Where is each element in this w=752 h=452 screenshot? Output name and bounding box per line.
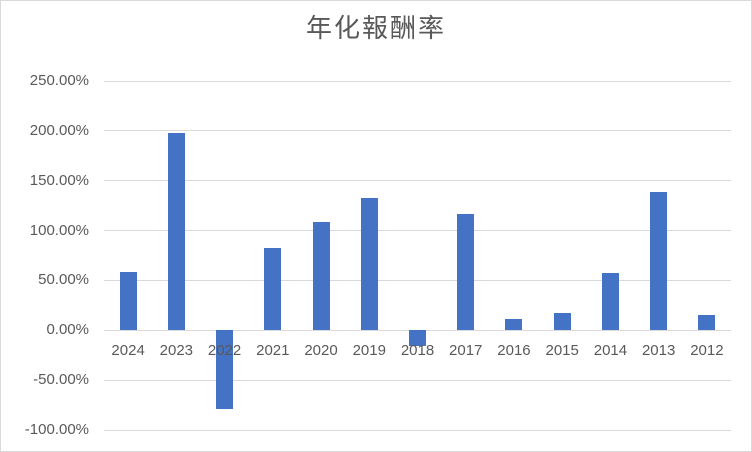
x-axis-label-2022: 2022 [207, 342, 242, 360]
x-axis-label-2021: 2021 [256, 342, 290, 360]
bar-2023 [167, 132, 185, 331]
bar-2013 [650, 191, 668, 331]
x-axis-label-2014: 2014 [593, 342, 628, 360]
bar-2024 [119, 272, 137, 331]
gridline--50 [104, 379, 731, 381]
y-axis-label-150: 150.00% [29, 171, 89, 189]
x-axis-label-2016: 2016 [497, 342, 531, 360]
y-axis-label-50: 50.00% [38, 271, 89, 289]
bar-2015 [553, 313, 571, 331]
gridline-150 [104, 180, 731, 182]
x-axis-label-2017: 2017 [449, 342, 483, 360]
x-axis-label-2019: 2019 [352, 342, 386, 360]
bar-2017 [457, 213, 475, 331]
x-axis-label-2018: 2018 [400, 342, 435, 360]
y-axis-label--50: -50.00% [33, 371, 89, 389]
bar-2012 [698, 315, 716, 331]
bar-2022 [216, 330, 234, 410]
gridline-50 [104, 279, 731, 281]
bar-2016 [505, 319, 523, 331]
y-axis-label-200: 200.00% [29, 121, 89, 139]
y-axis-label-100: 100.00% [29, 221, 89, 239]
x-axis-label-2012: 2012 [690, 342, 724, 360]
gridline--100 [104, 429, 731, 431]
chart-title: 年化報酬率 [305, 14, 446, 44]
gridline-200 [104, 130, 731, 132]
bar-2021 [264, 247, 282, 331]
y-axis-label--100: -100.00% [24, 421, 89, 438]
bar-2014 [601, 273, 619, 331]
x-axis-label-2020: 2020 [304, 342, 338, 360]
x-axis-label-2023: 2023 [159, 342, 194, 360]
bar-2019 [360, 197, 378, 331]
gridline-250 [104, 80, 731, 82]
gridline-100 [104, 230, 731, 232]
x-axis-label-2013: 2013 [641, 342, 676, 360]
bar-2020 [312, 221, 330, 331]
y-axis-label-250: 250.00% [29, 72, 89, 89]
bar-2018 [409, 330, 426, 347]
x-axis-label-2024: 2024 [111, 342, 145, 360]
y-axis-label-0: 0.00% [46, 321, 89, 339]
x-axis-label-2015: 2015 [545, 342, 579, 360]
